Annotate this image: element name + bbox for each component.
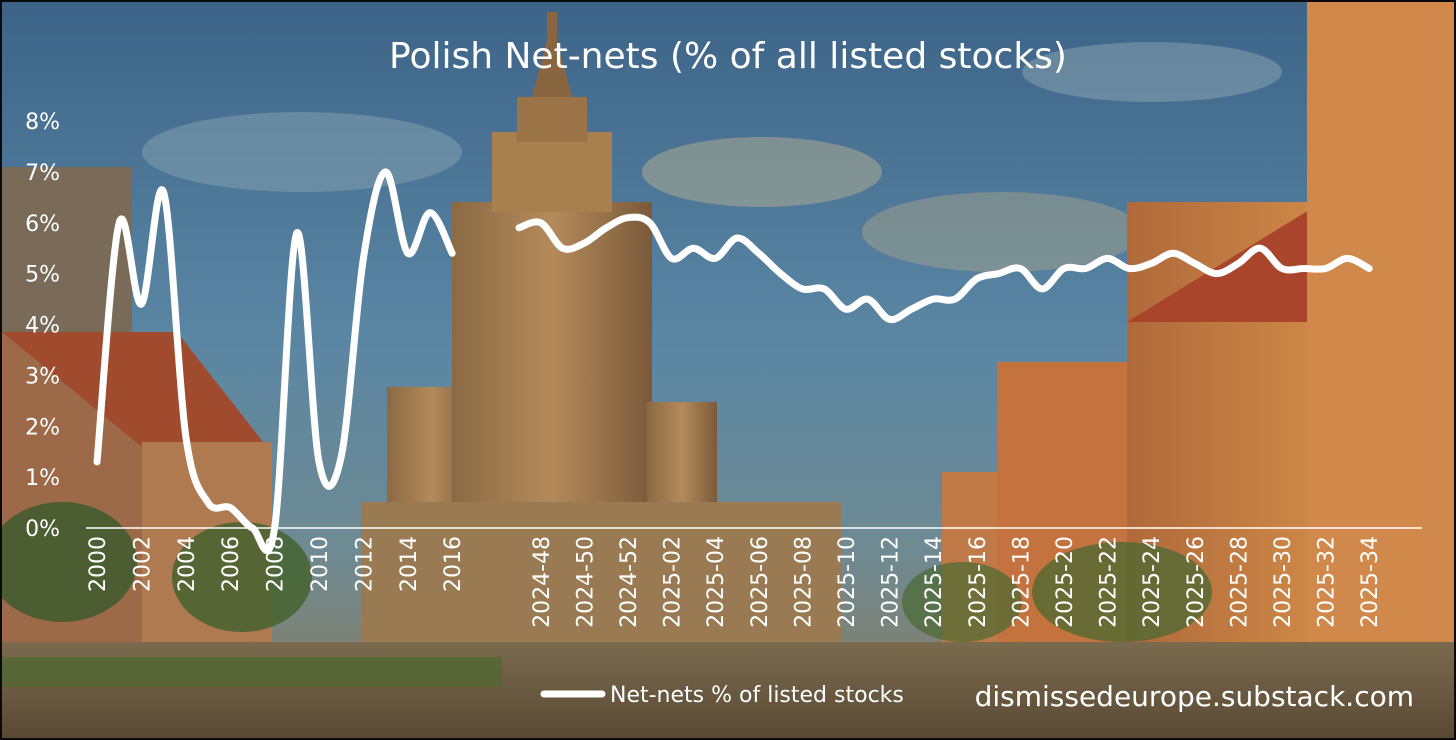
- tree: [902, 562, 1022, 642]
- y-tick-label: 5%: [25, 263, 60, 288]
- x-tick-label: 2025-22: [1097, 536, 1122, 628]
- y-tick-label: 2%: [25, 415, 60, 440]
- x-tick-label: 2025-24: [1140, 536, 1165, 628]
- x-tick-label: 2016: [441, 536, 466, 592]
- x-tick-label: 2012: [352, 536, 377, 592]
- right-building-near: [1307, 2, 1454, 662]
- y-tick-label: 6%: [25, 212, 60, 237]
- x-tick-label: 2024-50: [573, 536, 598, 628]
- x-tick-label: 2025-10: [835, 536, 860, 628]
- cloud: [862, 192, 1142, 272]
- x-tick-label: 2025-14: [922, 536, 947, 628]
- x-tick-label: 2014: [397, 536, 422, 592]
- series-net-nets: [93, 168, 1373, 555]
- chart-title: Polish Net-nets (% of all listed stocks): [389, 36, 1067, 77]
- x-tick-label: 2008: [264, 536, 289, 592]
- x-tick-label: 2010: [308, 536, 333, 592]
- tree: [1032, 542, 1212, 642]
- palace-of-culture: [362, 12, 842, 647]
- cloud: [642, 137, 882, 207]
- legend-label: Net-nets % of listed stocks: [610, 683, 904, 708]
- tree: [172, 522, 312, 632]
- cloud: [1022, 42, 1282, 102]
- x-tick-label: 2006: [219, 536, 244, 592]
- x-tick-label: 2025-34: [1358, 536, 1383, 628]
- x-tick-label: 2025-28: [1227, 536, 1252, 628]
- x-tick-label: 2004: [175, 536, 200, 592]
- x-tick-label: 2024-52: [617, 536, 642, 628]
- y-tick-label: 7%: [25, 161, 60, 186]
- x-tick-label: 2025-30: [1271, 536, 1296, 628]
- x-tick-label: 2025-26: [1184, 536, 1209, 628]
- x-tick-label: 2025-06: [748, 536, 773, 628]
- x-tick-label: 2025-16: [966, 536, 991, 628]
- cloud: [142, 112, 462, 192]
- y-tick-label: 3%: [25, 364, 60, 389]
- x-tick-label: 2025-08: [791, 536, 816, 628]
- legend: Net-nets % of listed stocks: [540, 683, 904, 708]
- y-tick-label: 8%: [25, 110, 60, 135]
- grass-strip: [2, 657, 502, 687]
- tree: [2, 502, 137, 622]
- series-line-weekly: [515, 213, 1373, 324]
- series-line-annual: [93, 168, 456, 555]
- x-tick-label: 2025-02: [661, 536, 686, 628]
- y-axis-ticks: 0% 1% 2% 3% 4% 5% 6% 7% 8%: [25, 110, 60, 542]
- x-tick-label: 2025-32: [1315, 536, 1340, 628]
- y-tick-label: 4%: [25, 314, 60, 339]
- x-tick-label: 2025-20: [1053, 536, 1078, 628]
- x-tick-label: 2025-04: [704, 536, 729, 628]
- y-tick-label: 1%: [25, 466, 60, 491]
- y-tick-label: 0%: [25, 517, 60, 542]
- x-tick-label: 2000: [86, 536, 111, 592]
- watermark-url: dismissedeurope.substack.com: [975, 680, 1414, 713]
- x-tick-label: 2025-18: [1009, 536, 1034, 628]
- x-tick-label: 2002: [130, 536, 155, 592]
- x-tick-label: 2024-48: [530, 536, 555, 628]
- x-axis-ticks: 2000 2002 2004 2006 2008 2010 2012 2014 2016 2024…: [86, 536, 1383, 628]
- left-roof: [2, 332, 267, 447]
- x-tick-label: 2025-12: [879, 536, 904, 628]
- right-roof: [1127, 202, 1322, 322]
